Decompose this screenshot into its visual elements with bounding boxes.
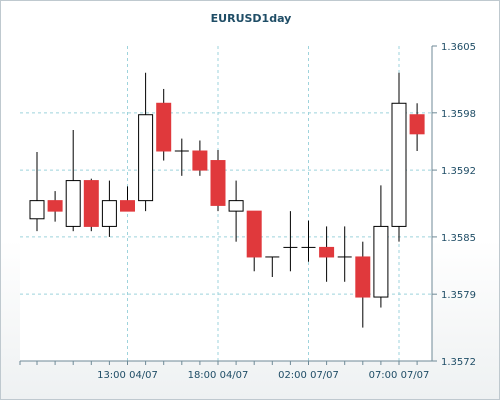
axes [20, 46, 433, 362]
candle [101, 180, 117, 237]
x-tick-label: 02:00 07/07 [278, 370, 339, 381]
candle-body-bearish [409, 114, 425, 135]
candle-body-bullish [65, 180, 81, 227]
x-tick-label: 13:00 04/07 [97, 370, 158, 381]
candle [283, 211, 298, 272]
candle [373, 185, 389, 308]
candles [29, 72, 425, 328]
y-axis-ticks: 1.3572 1.3579 1.3585 1.3592 1.3598 1.3605 [432, 42, 476, 368]
candle-body-bearish [120, 200, 135, 212]
candle-body-bearish [210, 160, 226, 206]
y-tick-label: 1.3579 [441, 290, 476, 301]
candle-body-bearish [192, 150, 208, 171]
candle [319, 226, 335, 282]
candle-body-bullish [373, 225, 389, 298]
candle-body-bearish [83, 180, 99, 227]
candle [29, 151, 45, 232]
x-tick-label: 07:00 07/07 [369, 370, 430, 381]
candle-body-bullish [101, 200, 117, 227]
candle-body-bearish [156, 102, 172, 152]
candle-body-bullish [138, 114, 154, 202]
candle-body-bearish [355, 256, 371, 298]
candle [210, 150, 226, 212]
candle [83, 178, 99, 232]
plot-area [20, 46, 432, 361]
candle-body-bullish [29, 200, 45, 220]
candle [355, 241, 371, 328]
candle [120, 186, 135, 212]
candle [65, 130, 81, 232]
candle-body-bullish [391, 102, 407, 227]
candle-body-bearish [47, 200, 63, 212]
candle [47, 191, 63, 222]
y-tick-label: 1.3592 [441, 166, 476, 177]
candle [246, 210, 262, 272]
candle [301, 220, 316, 262]
x-tick-label: 18:00 04/07 [188, 370, 249, 381]
candle [265, 256, 280, 277]
y-tick-label: 1.3572 [441, 357, 476, 368]
candle [391, 72, 407, 242]
candle [337, 226, 352, 282]
y-tick-label: 1.3585 [441, 233, 476, 244]
candle [228, 180, 244, 242]
x-axis-ticks: 13:00 04/07 18:00 04/07 02:00 07/07 07:00 0… [19, 361, 430, 381]
candle [156, 88, 172, 161]
chart-title: EURUSD1day [211, 12, 292, 25]
candle-body-bullish [228, 200, 244, 212]
candle-body-bearish [319, 246, 335, 258]
y-tick-label: 1.3598 [441, 109, 476, 120]
candle [409, 103, 425, 151]
candle-body-bearish [246, 210, 262, 258]
y-tick-label: 1.3605 [441, 42, 476, 53]
candle [192, 140, 208, 176]
candle [174, 138, 189, 176]
candle [138, 72, 154, 212]
